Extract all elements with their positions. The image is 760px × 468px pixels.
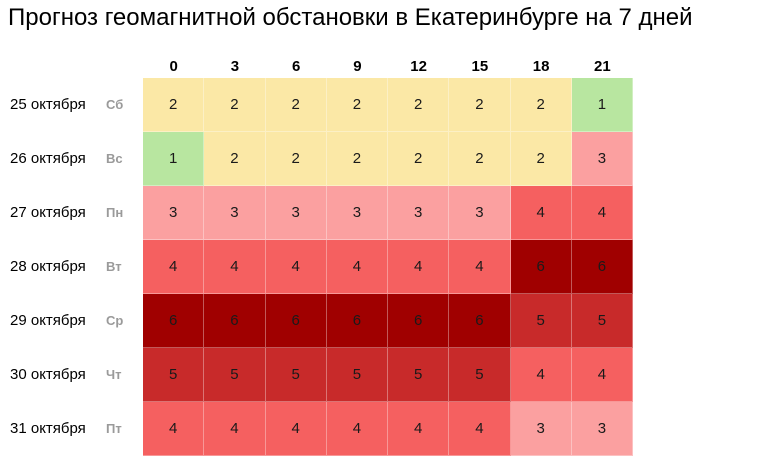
kp-index-cell: 6 xyxy=(571,240,633,294)
forecast-row: 28 октября Вт 4 4 4 4 4 4 6 6 xyxy=(0,240,640,294)
forecast-row: 29 октября Ср 6 6 6 6 6 6 5 5 xyxy=(0,294,640,348)
kp-index-cell: 4 xyxy=(571,186,633,240)
kp-index-cell: 4 xyxy=(510,186,572,240)
forecast-table: 25 октября Сб 2 2 2 2 2 2 2 1 26 октября Вс 1 2 2 2 2 2 2 3… xyxy=(0,78,640,456)
row-weekday: Сб xyxy=(106,97,124,112)
row-date: 25 октября xyxy=(10,96,86,113)
hour-header: 18 xyxy=(532,58,550,75)
row-weekday: Вт xyxy=(106,259,122,274)
hours-header: 0 3 6 9 12 15 18 21 xyxy=(143,56,633,78)
row-weekday: Чт xyxy=(106,367,122,382)
hour-header: 3 xyxy=(230,58,240,75)
forecast-row: 30 октября Чт 5 5 5 5 5 5 4 4 xyxy=(0,348,640,402)
kp-index-cell: 2 xyxy=(326,132,388,186)
forecast-row: 25 октября Сб 2 2 2 2 2 2 2 1 xyxy=(0,78,640,132)
kp-index-cell: 4 xyxy=(449,240,511,294)
kp-index-cell: 5 xyxy=(388,348,450,402)
kp-index-cell: 2 xyxy=(510,132,572,186)
kp-index-cell: 2 xyxy=(388,132,450,186)
kp-index-cell: 4 xyxy=(388,240,450,294)
row-weekday: Пн xyxy=(106,205,124,220)
row-date: 27 октября xyxy=(10,204,86,221)
kp-index-cell: 2 xyxy=(265,78,327,132)
kp-index-cell: 4 xyxy=(265,402,327,456)
hour-header: 0 xyxy=(169,58,178,75)
kp-index-cell: 1 xyxy=(571,78,633,132)
forecast-row: 31 октября Пт 4 4 4 4 4 4 3 3 xyxy=(0,402,640,456)
kp-index-cell: 6 xyxy=(326,294,388,348)
kp-index-cell: 2 xyxy=(510,78,572,132)
kp-index-cell: 2 xyxy=(388,78,450,132)
kp-index-cell: 3 xyxy=(388,186,450,240)
kp-index-cell: 3 xyxy=(510,402,572,456)
kp-index-cell: 4 xyxy=(571,348,633,402)
row-weekday: Вс xyxy=(106,151,123,166)
row-weekday: Пт xyxy=(106,421,122,436)
kp-index-cell: 2 xyxy=(204,78,266,132)
hour-header: 6 xyxy=(291,58,301,75)
kp-index-cell: 6 xyxy=(204,294,266,348)
row-date: 29 октября xyxy=(10,312,86,329)
kp-index-cell: 4 xyxy=(326,402,388,456)
kp-index-cell: 4 xyxy=(265,240,327,294)
kp-index-cell: 4 xyxy=(449,402,511,456)
kp-index-cell: 6 xyxy=(510,240,572,294)
hour-header: 21 xyxy=(594,58,611,75)
kp-index-cell: 5 xyxy=(510,294,572,348)
forecast-row: 27 октября Пн 3 3 3 3 3 3 4 4 xyxy=(0,186,640,240)
kp-index-cell: 4 xyxy=(510,348,572,402)
kp-index-cell: 2 xyxy=(449,78,511,132)
kp-index-cell: 5 xyxy=(204,348,266,402)
row-date: 30 октября xyxy=(10,366,86,383)
forecast-row: 26 октября Вс 1 2 2 2 2 2 2 3 xyxy=(0,132,640,186)
hour-header: 15 xyxy=(471,58,489,75)
kp-index-cell: 6 xyxy=(265,294,327,348)
kp-index-cell: 6 xyxy=(143,294,205,348)
kp-index-cell: 3 xyxy=(143,186,205,240)
kp-index-cell: 3 xyxy=(571,402,633,456)
kp-index-cell: 4 xyxy=(143,402,205,456)
kp-index-cell: 2 xyxy=(326,78,388,132)
row-date: 28 октября xyxy=(10,258,86,275)
hour-header: 9 xyxy=(353,58,362,75)
kp-index-cell: 4 xyxy=(204,240,266,294)
kp-index-cell: 4 xyxy=(143,240,205,294)
kp-index-cell: 2 xyxy=(204,132,266,186)
row-date: 31 октября xyxy=(10,420,86,437)
kp-index-cell: 5 xyxy=(326,348,388,402)
kp-index-cell: 1 xyxy=(143,132,205,186)
kp-index-cell: 2 xyxy=(265,132,327,186)
kp-index-cell: 5 xyxy=(265,348,327,402)
kp-index-cell: 4 xyxy=(388,402,450,456)
kp-index-cell: 3 xyxy=(571,132,633,186)
kp-index-cell: 5 xyxy=(449,348,511,402)
page-title: Прогноз геомагнитной обстановки в Екатер… xyxy=(8,4,693,31)
kp-index-cell: 3 xyxy=(326,186,388,240)
kp-index-cell: 2 xyxy=(143,78,205,132)
kp-index-cell: 3 xyxy=(204,186,266,240)
kp-index-cell: 4 xyxy=(204,402,266,456)
row-date: 26 октября xyxy=(10,150,86,167)
kp-index-cell: 6 xyxy=(388,294,450,348)
kp-index-cell: 3 xyxy=(265,186,327,240)
kp-index-cell: 6 xyxy=(449,294,511,348)
kp-index-cell: 5 xyxy=(143,348,205,402)
kp-index-cell: 3 xyxy=(449,186,511,240)
kp-index-cell: 5 xyxy=(571,294,633,348)
hour-header: 12 xyxy=(410,58,427,75)
row-weekday: Ср xyxy=(106,313,124,328)
kp-index-cell: 2 xyxy=(449,132,511,186)
kp-index-cell: 4 xyxy=(326,240,388,294)
